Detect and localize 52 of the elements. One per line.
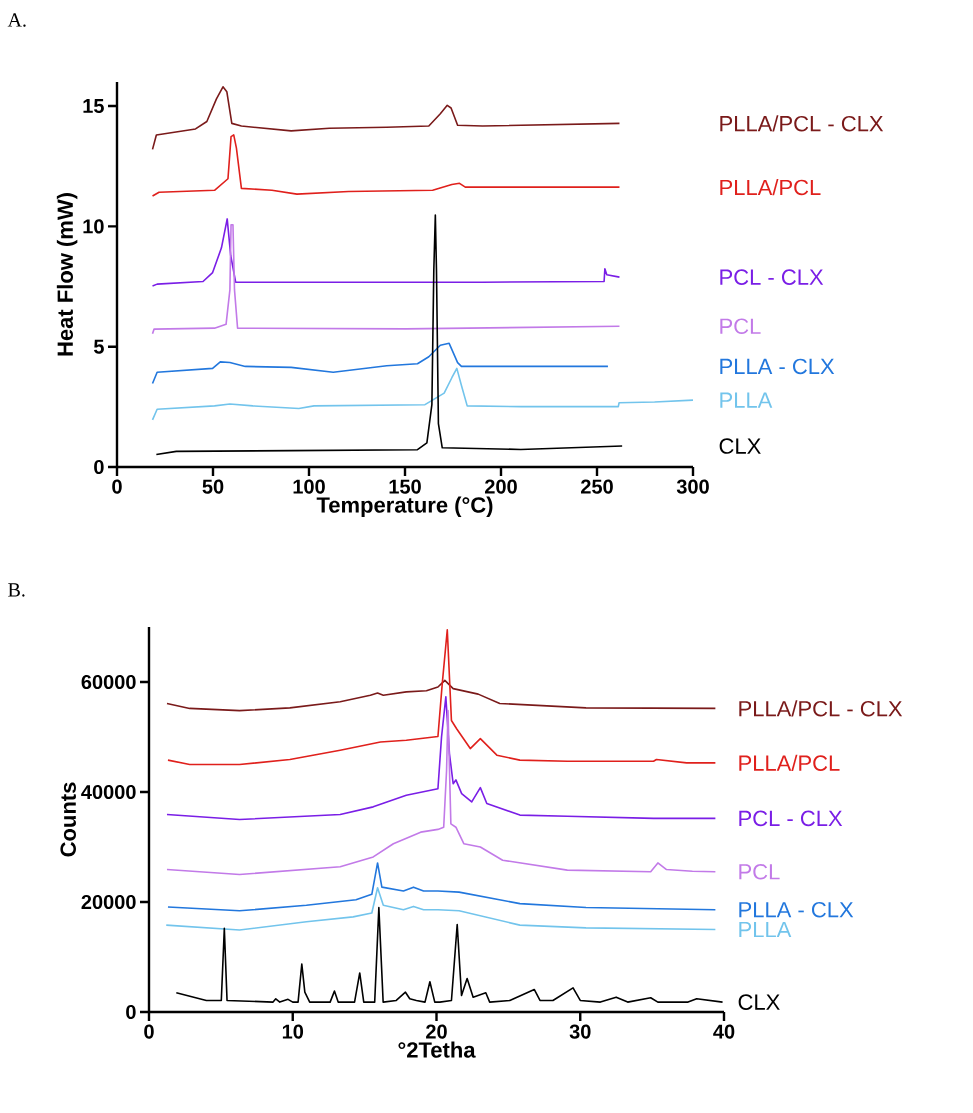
line-series xyxy=(166,696,717,821)
x-tick-label: 10 xyxy=(282,1024,304,1039)
x-tick-label: 20 xyxy=(426,1024,447,1039)
line-series xyxy=(151,86,621,151)
line-series xyxy=(166,679,717,712)
line-series xyxy=(167,862,717,912)
chart-title: A. xyxy=(7,13,26,27)
x-tick-label: 40 xyxy=(713,1024,735,1039)
series-label: PLLA xyxy=(739,921,792,938)
x-tick-label: 100 xyxy=(293,479,325,494)
line-series xyxy=(167,628,717,766)
line-series xyxy=(151,223,621,335)
y-tick-label: 0 xyxy=(126,1004,136,1020)
series-label: PLLA xyxy=(720,392,773,408)
text: PLLA/PCL - CLX xyxy=(720,115,884,132)
x-tick-label: 50 xyxy=(202,479,224,494)
text: PCL xyxy=(720,318,761,335)
line-series xyxy=(151,342,609,385)
text: PLLA - CLX xyxy=(720,358,835,375)
y-tick-label: 0 xyxy=(94,459,104,475)
series-label: PLLA/PCL xyxy=(739,754,840,771)
x-tick-label: 0 xyxy=(144,1024,154,1039)
y-axis-title: Counts xyxy=(60,782,76,857)
text: PCL - CLX xyxy=(720,269,824,285)
y-tick-label: 20000 xyxy=(81,894,136,910)
series-label: PLLA/PCL - CLX xyxy=(739,700,903,717)
series-label: PLLA - CLX xyxy=(739,901,854,918)
line-series xyxy=(175,906,724,1003)
line-series xyxy=(151,134,621,197)
x-tick-label: 250 xyxy=(581,479,613,494)
chart-title: B. xyxy=(8,583,25,597)
y-tick-label: 15 xyxy=(83,99,104,114)
x-tick-label: 300 xyxy=(676,479,709,494)
x-axis-title: Temperature (°C) xyxy=(316,496,493,518)
line-series xyxy=(165,886,717,931)
y-tick-label: 40000 xyxy=(81,784,136,800)
line-series xyxy=(166,709,717,876)
y-tick-label: 60000 xyxy=(81,674,136,690)
x-tick-label: 150 xyxy=(389,479,421,494)
x-tick-label: 30 xyxy=(569,1024,591,1039)
y-tick-label: 5 xyxy=(93,339,104,354)
line-series xyxy=(155,214,623,456)
line-series xyxy=(151,367,694,421)
x-axis-title: °2Tetha xyxy=(398,1041,476,1058)
text: PLLA/PCL xyxy=(720,179,821,196)
series-label: PCL xyxy=(739,863,780,880)
x-tick-label: 200 xyxy=(485,479,517,494)
series-label: CLX xyxy=(738,994,780,1010)
text: CLX xyxy=(719,438,761,454)
y-tick-label: 10 xyxy=(83,219,104,234)
series-label: PCL - CLX xyxy=(739,810,843,827)
y-axis-title: Heat Flow (mW) xyxy=(56,193,78,356)
